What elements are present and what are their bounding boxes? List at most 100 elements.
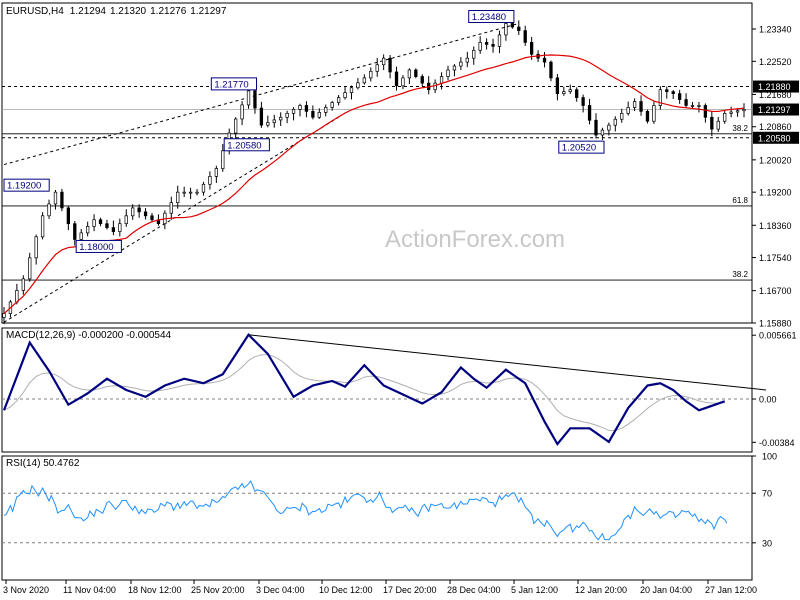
candle <box>40 212 45 240</box>
candle <box>92 214 96 232</box>
header-quote: EURUSD,H4 1.21294 1.21320 1.21276 1.21297 <box>6 6 227 17</box>
candle-body <box>234 118 238 134</box>
rsi-title: RSI(14) 50.4762 <box>6 458 80 469</box>
candle <box>118 218 122 237</box>
candle-body <box>716 120 720 130</box>
rsi-tick-label: 70 <box>762 489 772 499</box>
candle <box>195 189 199 196</box>
candle-body <box>105 223 109 228</box>
time-tick-label: 27 Jan 12:00 <box>705 585 757 595</box>
candle <box>600 127 605 140</box>
candle-body <box>131 207 135 217</box>
candle <box>253 88 257 114</box>
candle-body <box>92 219 96 227</box>
candle <box>343 86 347 100</box>
fib-label: 38.2 <box>732 270 748 279</box>
candle <box>111 220 116 236</box>
candle-body <box>401 77 405 87</box>
current-price-label: 1.21297 <box>758 105 791 115</box>
time-tick-label: 18 Nov 12:00 <box>128 585 182 595</box>
candle <box>330 100 334 111</box>
candle-body <box>150 215 154 221</box>
candle <box>60 188 64 212</box>
candle-body <box>639 101 643 112</box>
candle-body <box>343 92 347 98</box>
candle <box>73 221 77 246</box>
candle-body <box>214 168 218 177</box>
candle-body <box>600 129 605 136</box>
candle-body <box>472 49 476 59</box>
candle <box>221 143 225 172</box>
candle <box>214 165 218 183</box>
candle-body <box>587 105 592 121</box>
candle <box>131 204 135 220</box>
candle <box>124 209 128 227</box>
candle-body <box>349 87 354 94</box>
candle <box>703 103 708 123</box>
candle <box>143 208 148 220</box>
annotation-box <box>223 138 270 152</box>
candle <box>324 104 328 117</box>
candle-body <box>703 105 708 118</box>
candle-body <box>188 191 193 194</box>
price-tick-label: 1.21680 <box>759 90 792 100</box>
candle-body <box>665 89 669 93</box>
candle-body <box>478 42 482 51</box>
annotation-label: 1.23480 <box>472 12 506 23</box>
moving-average-line <box>3 54 745 314</box>
candle <box>665 86 669 99</box>
candle <box>240 101 244 126</box>
price-pane: 1.23340 1.22520 1.21680 1.20860 1.20020 1.192… <box>2 9 799 329</box>
chart-frames <box>1 2 753 581</box>
candle <box>317 108 321 119</box>
candle <box>349 85 354 100</box>
candle <box>587 98 592 125</box>
candle <box>459 57 463 71</box>
candle <box>581 94 585 113</box>
candle-body <box>652 105 656 122</box>
candle <box>639 95 643 116</box>
candle <box>356 78 360 90</box>
candle-body <box>678 93 682 100</box>
candle <box>272 114 276 128</box>
time-tick-label: 5 Jan 12:00 <box>511 585 558 595</box>
candle <box>311 105 315 120</box>
candle-body <box>723 112 727 122</box>
candle-body <box>613 118 617 126</box>
candles <box>2 18 746 325</box>
macd-tick-label: -0.00384 <box>759 438 795 448</box>
candle-body <box>169 202 173 214</box>
candle-body <box>79 232 83 240</box>
rsi-tick-label: 30 <box>762 538 772 548</box>
candle-body <box>407 69 412 79</box>
candle <box>575 87 579 102</box>
candle-body <box>253 90 257 109</box>
time-axis: 3 Nov 2020 11 Nov 04:00 18 Nov 12:00 25 Nov… <box>3 580 757 595</box>
candle-body <box>742 109 746 112</box>
candle-body <box>433 82 437 91</box>
pane-border-0 <box>1 2 753 324</box>
candle-body <box>504 23 508 36</box>
candle <box>34 234 38 265</box>
candle <box>86 221 90 237</box>
candle <box>684 93 688 108</box>
candle-body <box>15 290 19 303</box>
candle-body <box>259 107 264 126</box>
candle-body <box>86 225 90 234</box>
price-tick-label: 1.23340 <box>759 25 792 35</box>
candle-body <box>517 26 521 31</box>
candle <box>382 54 386 71</box>
candle-body <box>324 107 328 113</box>
candle <box>375 57 379 77</box>
candle-body <box>671 91 675 94</box>
candle-body <box>2 313 6 318</box>
candle-body <box>336 97 341 103</box>
candle <box>465 51 469 68</box>
pane-border-1 <box>1 327 753 453</box>
time-tick-label: 20 Jan 04:00 <box>640 585 692 595</box>
candle-body <box>73 223 77 240</box>
candle-body <box>60 191 64 209</box>
candle <box>620 108 624 123</box>
candle <box>491 38 495 53</box>
